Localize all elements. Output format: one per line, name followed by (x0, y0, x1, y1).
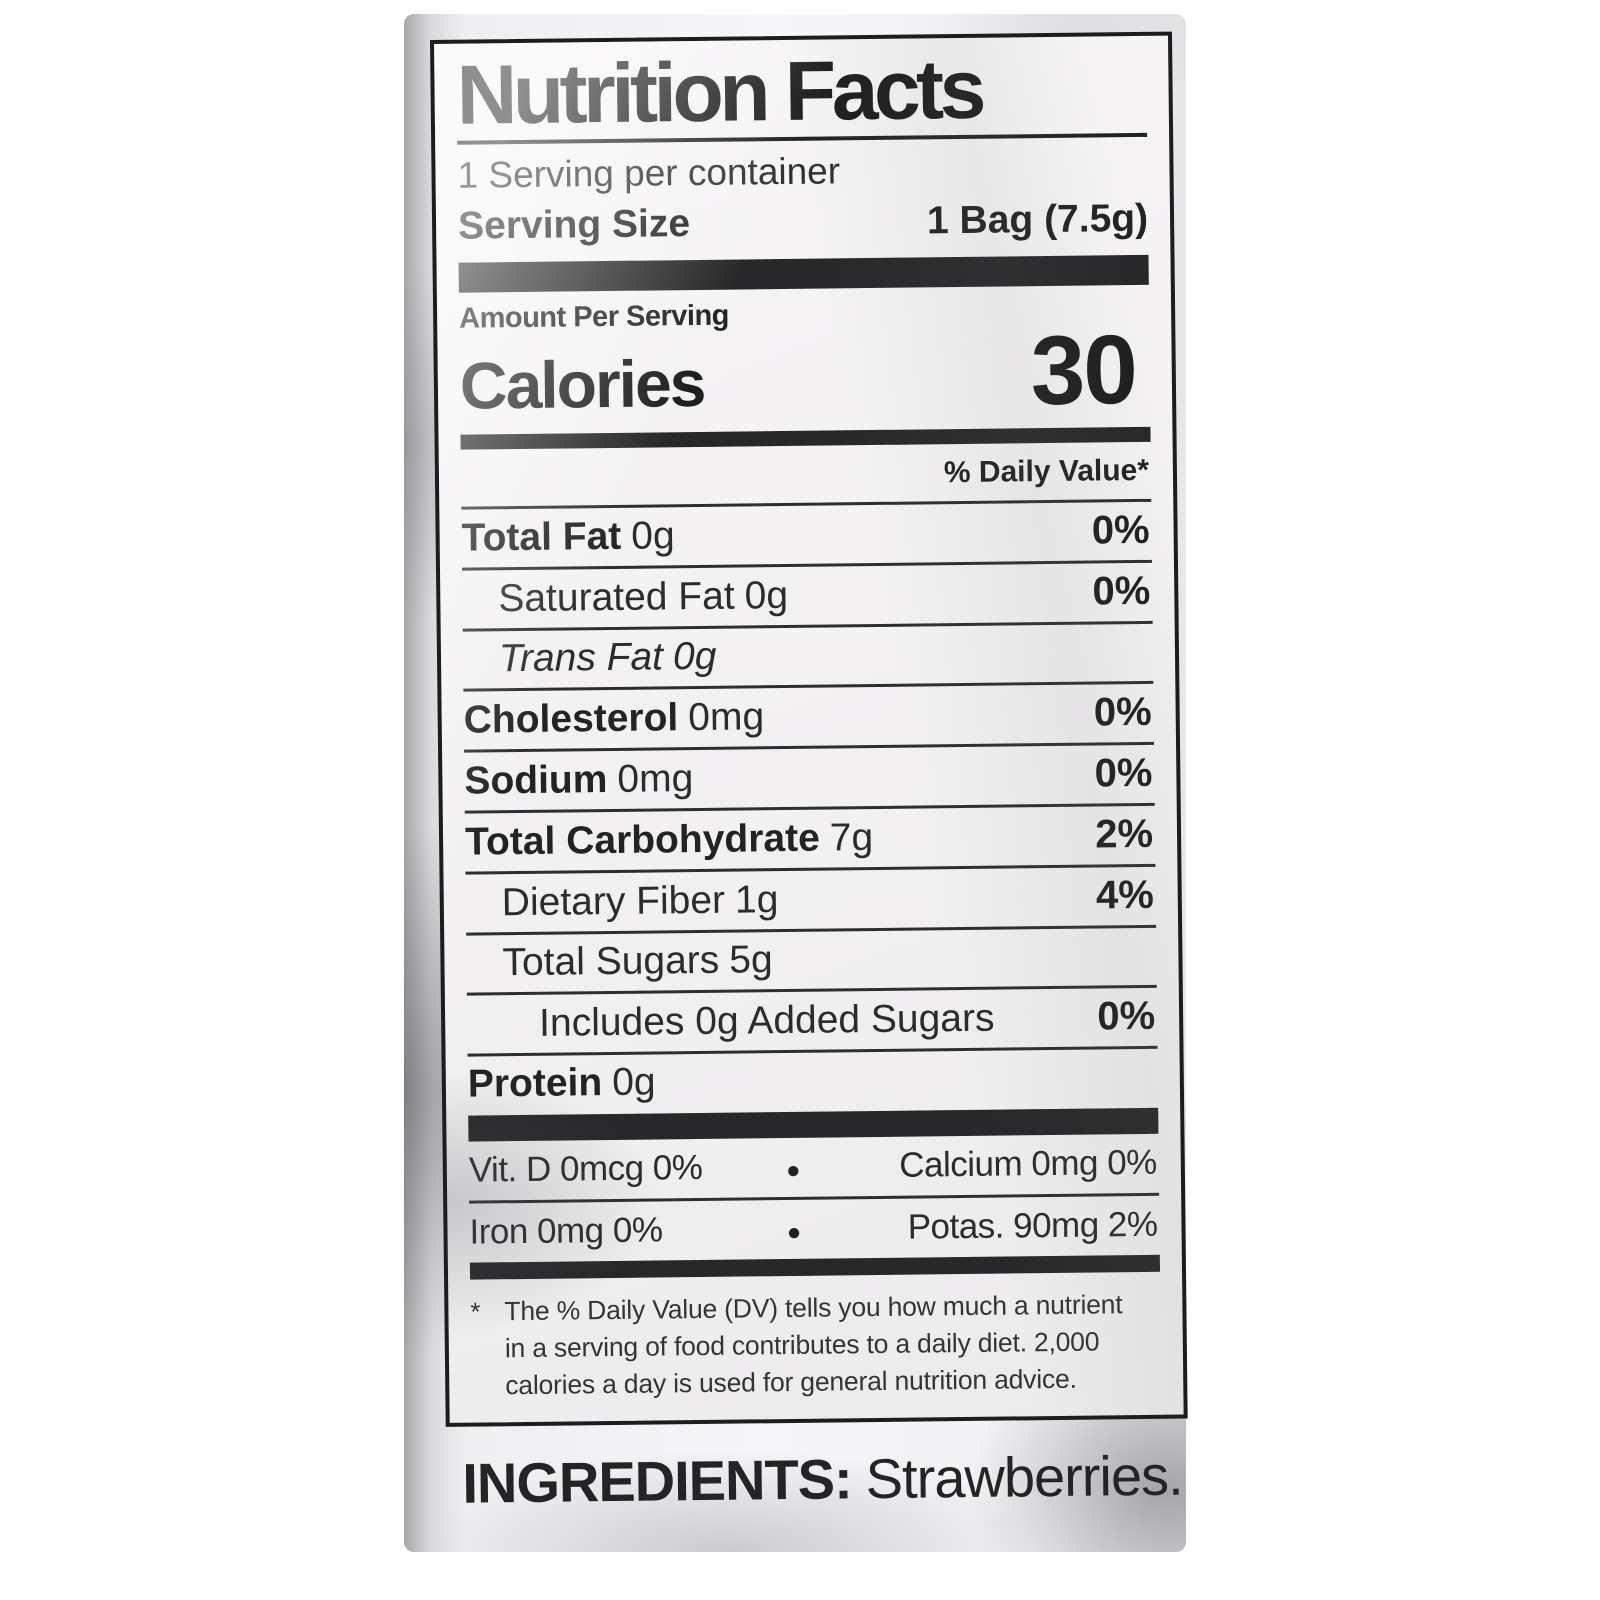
nutrient-row-protein: Protein 0g (467, 1045, 1159, 1114)
micronutrient-right: Potas. 90mg 2% (907, 1204, 1158, 1247)
nutrient-daily-value: 0% (1097, 993, 1156, 1039)
nutrient-name: Total Carbohydrate (464, 816, 820, 864)
nutrient-daily-value: 0% (1094, 750, 1153, 796)
nutrient-row-total-sugars: Total Sugars 5g (466, 924, 1157, 993)
nutrient-row-saturated-fat: Saturated Fat 0g 0% (461, 559, 1153, 629)
nutrient-name: Cholesterol (463, 695, 679, 742)
nutrient-row-added-sugars: Includes 0g Added Sugars 0% (466, 984, 1158, 1054)
nutrient-name: Includes 0g Added Sugars (538, 996, 995, 1045)
calories-row: Calories 30 (459, 314, 1150, 426)
nutrient-row-total-fat: Total Fat 0g 0% (461, 498, 1152, 568)
nutrient-name: Total Fat (461, 514, 622, 560)
nutrient-daily-value: 0% (1093, 689, 1152, 735)
calories-value: 30 (1030, 314, 1137, 426)
nutrient-name: Sodium (464, 757, 608, 803)
nutrient-amount: 1g (734, 877, 779, 922)
nutrient-daily-value: 0% (1091, 507, 1150, 553)
nutrient-amount: 0g (631, 513, 675, 558)
thick-divider-bar (458, 255, 1149, 294)
nutrient-row-cholesterol: Cholesterol 0mg 0% (463, 680, 1155, 750)
nutrient-amount: 0mg (617, 756, 694, 801)
micronutrient-left: Iron 0mg 0% (469, 1209, 663, 1252)
nutrient-name: Trans Fat (498, 634, 664, 680)
micronutrient-row-vitd-calcium: Vit. D 0mcg 0% ● Calcium 0mg 0% (468, 1133, 1159, 1200)
micronutrient-left: Vit. D 0mcg 0% (468, 1147, 703, 1190)
serving-size-label: Serving Size (457, 202, 691, 249)
ingredients-statement: INGREDIENTS: Strawberries. (446, 1442, 1189, 1515)
footnote-asterisk: * (470, 1296, 481, 1327)
nutrient-amount: 0g (744, 573, 789, 617)
nutrient-row-sodium: Sodium 0mg 0% (464, 741, 1155, 811)
nutrient-amount: 7g (829, 815, 874, 860)
nutrient-name: Protein (467, 1060, 603, 1106)
nutrient-amount: 5g (729, 937, 773, 982)
nutrition-facts-title: Nutrition Facts (456, 42, 1148, 146)
serving-size-row: Serving Size 1 Bag (7.5g) (458, 197, 1148, 249)
nutrient-daily-value: 2% (1094, 811, 1154, 857)
footnote-text: The % Daily Value (DV) tells you how muc… (504, 1286, 1123, 1404)
nutrient-amount: 0g (672, 634, 717, 678)
bullet-separator-icon: ● (786, 1218, 801, 1246)
ingredients-value: Strawberries. (865, 1443, 1183, 1510)
daily-value-header: % Daily Value* (943, 453, 1150, 489)
daily-value-footnote: * The % Daily Value (DV) tells you how m… (470, 1285, 1161, 1404)
nutrient-daily-value: 4% (1095, 872, 1154, 918)
nutrition-facts-panel: Nutrition Facts 1 Serving per container … (430, 31, 1188, 1427)
bullet-separator-icon: ● (785, 1156, 801, 1184)
micronutrient-row-iron-potassium: Iron 0mg 0% ● Potas. 90mg 2% (469, 1192, 1160, 1263)
calories-label: Calories (459, 345, 705, 423)
nutrient-row-dietary-fiber: Dietary Fiber 1g 4% (465, 863, 1157, 933)
servings-per-container: 1 Serving per container (457, 150, 841, 197)
ingredients-label: INGREDIENTS: (462, 1447, 853, 1515)
nutrient-name: Saturated Fat (498, 574, 735, 620)
nutrient-row-total-carbohydrate: Total Carbohydrate 7g 2% (464, 802, 1156, 872)
nutrient-amount: 0g (611, 1060, 656, 1104)
micronutrient-right: Calcium 0mg 0% (899, 1142, 1157, 1185)
nutrient-name: Dietary Fiber (501, 878, 726, 924)
serving-size-value: 1 Bag (7.5g) (926, 197, 1149, 243)
label-rotation-wrapper: Nutrition Facts 1 Serving per container … (430, 31, 1189, 1516)
nutrient-row-trans-fat: Trans Fat 0g (462, 620, 1154, 689)
nutrient-daily-value: 0% (1092, 568, 1151, 614)
footnote-line: The % Daily Value (DV) tells you how muc… (504, 1288, 1123, 1326)
footnote-line: calories a day is used for general nutri… (505, 1363, 1077, 1400)
nutrient-amount: 0mg (688, 694, 765, 739)
nutrient-name: Total Sugars (502, 938, 720, 984)
